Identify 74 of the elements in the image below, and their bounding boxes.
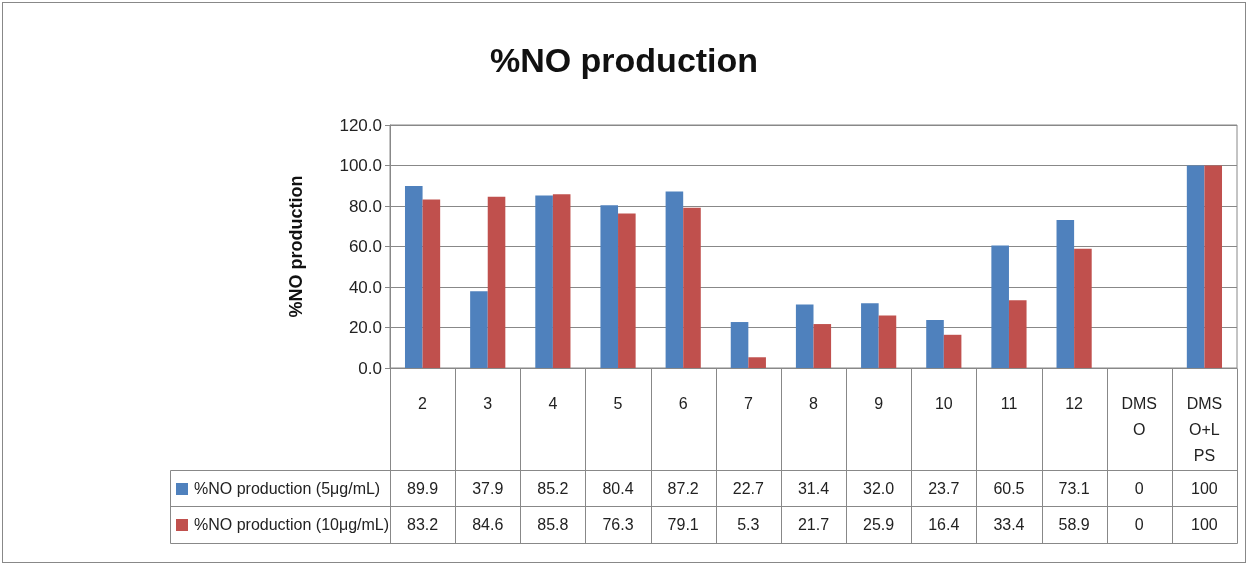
y-tick-label: 100.0 xyxy=(339,156,382,175)
y-tick-label: 120.0 xyxy=(339,115,382,135)
bar xyxy=(422,199,441,368)
bar xyxy=(552,194,571,368)
data-label: 84.6 xyxy=(471,514,505,535)
data-label: 83.2 xyxy=(406,514,440,535)
data-label: 58.9 xyxy=(1057,514,1091,535)
bar xyxy=(404,185,423,368)
chart-title: %NO production xyxy=(489,41,759,79)
data-label: 73.1 xyxy=(1057,478,1091,499)
data-label: 0 xyxy=(1133,478,1145,499)
x-tick-label: 6 xyxy=(678,394,688,412)
data-label: 37.9 xyxy=(471,478,505,499)
data-label: 33.4 xyxy=(992,514,1026,535)
data-label: 0 xyxy=(1133,514,1145,535)
bar xyxy=(600,205,619,368)
data-label: 25.9 xyxy=(862,514,896,535)
x-tick-label: 10 xyxy=(934,394,953,412)
data-label: 79.1 xyxy=(666,514,700,535)
x-tick-label: 12 xyxy=(1065,394,1084,412)
bar xyxy=(1204,165,1223,368)
y-tick-label: 0.0 xyxy=(358,358,382,378)
x-tick-label: 3 xyxy=(483,394,493,412)
data-label: 23.7 xyxy=(927,478,961,499)
data-label: 80.4 xyxy=(601,478,635,499)
bar xyxy=(470,291,488,368)
data-label: 21.7 xyxy=(796,514,831,535)
data-label: 85.2 xyxy=(536,478,570,499)
bar xyxy=(730,322,749,368)
x-tick-label: 7 xyxy=(743,394,753,412)
bar xyxy=(943,334,962,368)
data-label: 100 xyxy=(1190,478,1219,499)
x-tick-label: 2 xyxy=(418,394,428,412)
data-label: 89.9 xyxy=(406,478,440,499)
y-tick-label: 60.0 xyxy=(348,237,382,256)
x-tick-label: 5 xyxy=(613,394,623,412)
x-tick-label: DMSO xyxy=(1121,394,1158,438)
bar xyxy=(487,196,506,368)
data-label: 31.4 xyxy=(796,478,831,499)
data-label: 87.2 xyxy=(666,478,700,499)
x-tick-label: DMSO+LPS xyxy=(1186,394,1223,464)
x-tick-label: 11 xyxy=(1000,394,1018,412)
data-label: 16.4 xyxy=(927,514,961,535)
y-tick-label: 40.0 xyxy=(348,277,382,297)
data-label: 60.5 xyxy=(992,478,1026,499)
bar xyxy=(535,195,553,368)
bar xyxy=(1008,300,1027,368)
bar xyxy=(1186,165,1205,368)
x-tick-label: 8 xyxy=(809,394,819,412)
bar xyxy=(991,245,1009,368)
bar xyxy=(748,357,766,368)
bar xyxy=(878,315,897,368)
x-tick-label: 9 xyxy=(874,394,884,412)
bar xyxy=(813,324,832,368)
data-label: 76.3 xyxy=(601,514,635,535)
data-label: 5.3 xyxy=(736,514,761,535)
bar xyxy=(926,320,944,368)
legend-label: %NO production (5μg/mL) xyxy=(193,478,382,499)
data-label: 85.8 xyxy=(536,514,570,535)
x-tick-label: 4 xyxy=(548,394,558,412)
bar xyxy=(1074,248,1092,368)
bar xyxy=(683,207,701,368)
bar xyxy=(1056,219,1075,368)
bar xyxy=(618,213,636,368)
y-tick-label: 80.0 xyxy=(348,196,382,216)
data-label: 22.7 xyxy=(731,478,765,499)
legend-label: %NO production (10μg/mL) xyxy=(193,514,390,535)
y-tick-label: 20.0 xyxy=(348,318,382,337)
bar xyxy=(861,303,879,368)
bar xyxy=(665,191,684,368)
y-axis-title: %NO production xyxy=(286,175,306,318)
data-label: 100 xyxy=(1190,514,1219,535)
bar xyxy=(795,304,814,368)
data-label: 32.0 xyxy=(862,478,896,499)
